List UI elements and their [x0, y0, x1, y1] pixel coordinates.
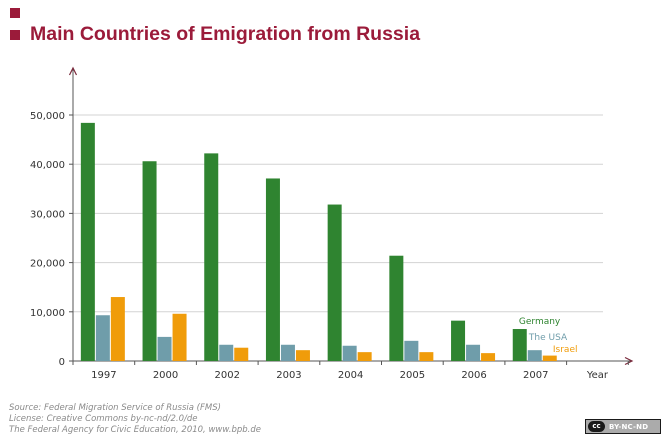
bar: [280, 344, 295, 361]
bar: [234, 347, 249, 361]
bar: [512, 329, 527, 361]
bar: [357, 352, 372, 361]
bar: [95, 315, 110, 361]
license-badge-text: BY-NC-ND: [609, 422, 649, 431]
bar: [157, 336, 172, 361]
y-tick-label: 10,000: [30, 308, 65, 319]
legend: Germany The USA Israel: [519, 317, 578, 355]
source-footer: Source: Federal Migration Service of Rus…: [9, 403, 261, 436]
x-axis-label: Year: [586, 370, 609, 381]
x-tick-label: 2007: [523, 370, 548, 381]
y-tick-label: 20,000: [30, 259, 65, 270]
x-tick-label: 1997: [91, 370, 116, 381]
x-tick-label: 2004: [338, 370, 363, 381]
bar: [142, 161, 157, 361]
bar: [219, 344, 234, 361]
creative-commons-badge[interactable]: cc BY-NC-ND: [585, 419, 661, 434]
bar: [265, 178, 280, 361]
y-tick-label: 30,000: [30, 209, 65, 220]
bar: [419, 352, 434, 361]
x-tick-label: 2005: [400, 370, 425, 381]
bar: [110, 297, 125, 361]
bar: [481, 353, 496, 361]
publisher-line: The Federal Agency for Civic Education, …: [9, 425, 261, 435]
title-marker-square: [10, 8, 20, 18]
bar: [172, 313, 187, 361]
x-axis-arrow-icon: [624, 356, 634, 366]
bar: [327, 204, 342, 361]
bar: [451, 320, 466, 361]
bars: [80, 122, 557, 361]
bar: [389, 255, 404, 361]
y-tick-label: 40,000: [30, 160, 65, 171]
bar: [466, 344, 481, 361]
legend-label: Israel: [553, 345, 578, 355]
bar: [80, 122, 95, 361]
bar: [404, 340, 419, 361]
bar: [542, 355, 557, 361]
x-tick-label: 2002: [215, 370, 240, 381]
x-tick-label: 2006: [461, 370, 486, 381]
page-title: Main Countries of Emigration from Russia: [30, 23, 421, 45]
bar: [342, 345, 357, 361]
source-line: Source: Federal Migration Service of Rus…: [9, 403, 221, 413]
y-axis-ticks: 0 10,000 20,000 30,000 40,000 50,000: [30, 111, 73, 368]
x-axis-tick-labels: 1997 2000 2002 2003 2004 2005 2006 2007 Year: [91, 370, 609, 381]
y-axis-arrow-icon: [68, 66, 78, 76]
legend-label: The USA: [528, 333, 568, 343]
y-tick-label: 50,000: [30, 111, 65, 122]
bar: [527, 350, 542, 361]
legend-label: Germany: [519, 317, 561, 327]
cc-logo-icon: cc: [588, 421, 605, 432]
x-tick-label: 2003: [276, 370, 301, 381]
y-tick-label: 0: [59, 357, 65, 368]
title-marker-square: [10, 30, 20, 40]
license-line: License: Creative Commons by-nc-nd/2.0/d…: [9, 414, 198, 424]
bar: [204, 153, 219, 361]
bar: [295, 350, 310, 361]
x-tick-label: 2000: [153, 370, 178, 381]
